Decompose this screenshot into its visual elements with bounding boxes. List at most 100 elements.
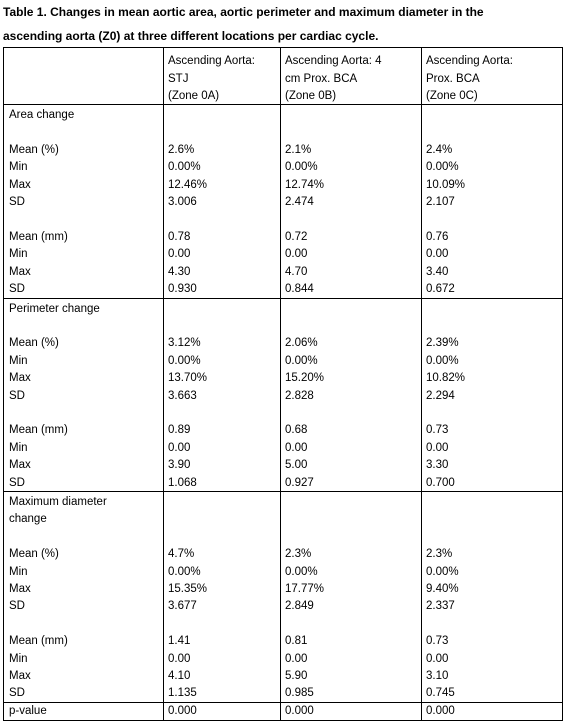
row-border — [3, 47, 563, 48]
cell-value: 0.00 — [168, 441, 191, 454]
cell-value: 0.00 — [285, 441, 308, 454]
cell-value: 3.30 — [426, 459, 449, 472]
section-label: Perimeter change — [9, 302, 100, 315]
cell-value: 1.41 — [168, 635, 191, 648]
column-header: Prox. BCA — [426, 72, 480, 85]
row-label: Max — [9, 583, 31, 595]
cell-value: 0.00% — [168, 354, 201, 367]
table-title: ascending aorta (Z0) at three different … — [3, 29, 379, 43]
row-label: SD — [9, 476, 25, 489]
cell-value: 3.663 — [168, 389, 197, 402]
cell-value: 0.00 — [285, 248, 308, 261]
cell-value: 3.40 — [426, 265, 449, 278]
cell-value: 0.00% — [168, 161, 201, 174]
cell-value: 15.35% — [168, 583, 208, 595]
row-label: Max — [9, 178, 31, 191]
cell-value: 2.474 — [285, 196, 314, 208]
row-label: SD — [9, 600, 25, 613]
cell-value: 1.068 — [168, 476, 197, 489]
cell-value: 0.76 — [426, 230, 449, 243]
row-label: Min — [9, 248, 28, 261]
row-label: Min — [9, 652, 28, 665]
cell-value: 2.294 — [426, 389, 455, 402]
row-border — [3, 702, 563, 703]
column-header: Ascending Aorta: — [426, 55, 513, 67]
column-border — [163, 47, 164, 721]
column-header: (Zone 0B) — [285, 90, 337, 102]
cell-value: 0.00% — [285, 354, 318, 367]
cell-value: 10.09% — [426, 178, 466, 191]
cell-value: 0.89 — [168, 424, 191, 437]
column-border — [3, 47, 4, 721]
column-header: Ascending Aorta: — [168, 55, 255, 67]
cell-value: 4.30 — [168, 265, 191, 278]
column-header: (Zone 0C) — [426, 90, 478, 102]
row-border — [3, 298, 563, 299]
cell-value: 1.135 — [168, 687, 197, 700]
cell-value: 13.70% — [168, 372, 208, 385]
cell-value: 0.672 — [426, 283, 455, 295]
cell-value: 2.39% — [426, 337, 459, 350]
row-label: Mean (%) — [9, 337, 59, 350]
row-label: Min — [9, 565, 28, 578]
row-label: Max — [9, 459, 31, 472]
cell-value: 2.06% — [285, 337, 318, 350]
row-border — [3, 720, 563, 721]
cell-value: 2.828 — [285, 389, 314, 402]
cell-value: 2.1% — [285, 143, 312, 156]
cell-value: 15.20% — [285, 372, 325, 385]
cell-value: 0.000 — [426, 705, 455, 718]
cell-value: 12.46% — [168, 178, 208, 191]
cell-value: 0.00% — [426, 161, 459, 174]
cell-value: 4.70 — [285, 265, 308, 278]
cell-value: 0.745 — [426, 687, 455, 700]
row-label: Min — [9, 161, 28, 174]
row-label: Mean (mm) — [9, 230, 68, 243]
cell-value: 0.930 — [168, 283, 197, 295]
table-title: Table 1. Changes in mean aortic area, ao… — [3, 5, 484, 19]
cell-value: 3.90 — [168, 459, 191, 472]
row-label: SD — [9, 389, 25, 402]
column-header: Ascending Aorta: 4 — [285, 55, 382, 67]
row-label: p-value — [9, 705, 47, 718]
cell-value: 0.72 — [285, 230, 308, 243]
cell-value: 2.849 — [285, 600, 314, 613]
row-label: SD — [9, 196, 25, 208]
cell-value: 0.81 — [285, 635, 308, 648]
column-header: (Zone 0A) — [168, 90, 220, 102]
row-label: Mean (%) — [9, 143, 59, 156]
cell-value: 2.6% — [168, 143, 195, 156]
cell-value: 0.73 — [426, 635, 449, 648]
cell-value: 9.40% — [426, 583, 459, 595]
cell-value: 0.00% — [285, 161, 318, 174]
cell-value: 0.00% — [426, 354, 459, 367]
cell-value: 0.78 — [168, 230, 191, 243]
cell-value: 12.74% — [285, 178, 325, 191]
cell-value: 0.700 — [426, 476, 455, 489]
cell-value: 0.68 — [285, 424, 308, 437]
cell-value: 0.000 — [168, 705, 197, 718]
section-label: change — [9, 513, 47, 526]
row-label: SD — [9, 687, 25, 700]
cell-value: 3.677 — [168, 600, 197, 613]
cell-value: 17.77% — [285, 583, 325, 595]
cell-value: 2.3% — [285, 548, 312, 561]
cell-value: 0.844 — [285, 283, 314, 295]
cell-value: 0.00 — [426, 652, 449, 665]
cell-value: 3.12% — [168, 337, 201, 350]
cell-value: 5.90 — [285, 670, 308, 682]
cell-value: 5.00 — [285, 459, 308, 472]
cell-value: 0.00 — [285, 652, 308, 665]
cell-value: 0.927 — [285, 476, 314, 489]
cell-value: 0.00 — [426, 441, 449, 454]
cell-value: 0.73 — [426, 424, 449, 437]
cell-value: 2.4% — [426, 143, 453, 156]
row-label: Mean (%) — [9, 548, 59, 561]
cell-value: 2.107 — [426, 196, 455, 208]
cell-value: 0.985 — [285, 687, 314, 700]
column-header: cm Prox. BCA — [285, 72, 358, 85]
cell-value: 0.00 — [168, 652, 191, 665]
cell-value: 10.82% — [426, 372, 466, 385]
cell-value: 2.3% — [426, 548, 453, 561]
row-border — [3, 491, 563, 492]
